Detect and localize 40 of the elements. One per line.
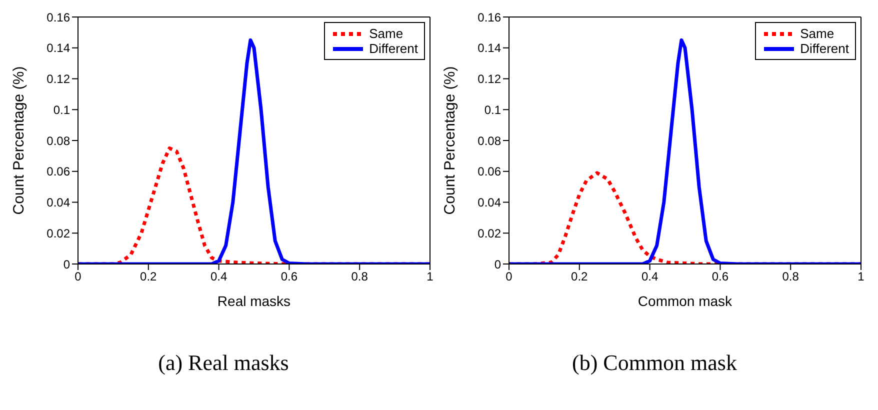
legend-label: Same [369,26,404,41]
x-tick-label: 1 [858,270,865,284]
y-tick-label: 0.08 [46,134,70,148]
x-axis-title: Real masks [217,293,291,309]
y-tick-label: 0.14 [46,41,70,56]
x-tick-label: 0.6 [712,270,729,284]
y-axis-title: Count Percentage (%) [441,66,458,215]
x-tick-label: 0.4 [641,270,658,284]
x-tick-label: 0.6 [280,270,298,284]
y-tick-label: 0.12 [46,72,70,86]
y-tick-label: 0.1 [53,102,70,117]
y-tick-label: 0.16 [478,10,502,24]
y-tick-label: 0 [63,257,70,272]
legend-label: Different [369,41,418,56]
y-tick-label: 0.02 [478,226,502,240]
y-tick-label: 0.08 [478,134,502,148]
y-tick-label: 0 [494,257,502,272]
y-tick-label: 0.1 [484,102,502,117]
y-tick-label: 0.04 [478,196,502,210]
text: (a) Real masks [158,350,289,376]
text: (b) Common mask [572,350,737,376]
y-axis-title: Count Percentage (%) [10,66,28,215]
x-tick-label: 1 [426,270,434,284]
x-tick-label: 0 [74,270,82,284]
x-axis-title: Common mask [638,293,734,309]
y-tick-label: 0.12 [478,72,502,86]
x-tick-label: 0 [506,270,513,284]
y-tick-label: 0.06 [478,164,502,179]
x-tick-label: 0.8 [351,270,368,284]
legend-label: Same [800,26,834,41]
x-tick-label: 0.2 [140,270,158,284]
y-tick-label: 0.14 [478,41,502,56]
y-tick-label: 0.02 [46,226,70,240]
y-tick-label: 0.16 [46,10,70,24]
x-tick-label: 0.8 [782,270,800,284]
y-tick-label: 0.04 [46,196,70,210]
legend-label: Different [800,41,849,56]
y-tick-label: 0.06 [46,164,70,179]
x-tick-label: 0.4 [210,270,228,284]
x-tick-label: 0.2 [571,270,588,284]
